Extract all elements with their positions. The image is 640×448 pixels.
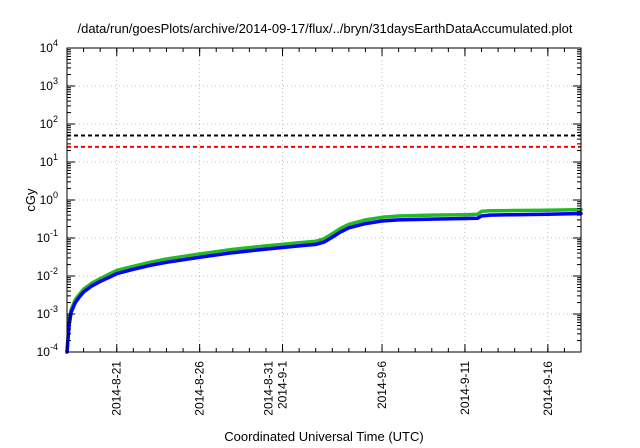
x-tick-label: 2014-9-11 — [458, 361, 472, 415]
x-axis-label: Coordinated Universal Time (UTC) — [224, 429, 423, 444]
x-tick-label: 2014-9-1 — [276, 361, 290, 409]
y-tick-base: 10 — [37, 231, 51, 245]
y-tick-exponent: -2 — [50, 266, 58, 276]
y-tick-base: 10 — [40, 117, 54, 131]
y-tick-base: 10 — [37, 307, 51, 321]
y-tick-exponent: 3 — [53, 76, 58, 86]
x-tick-label: 2014-8-26 — [193, 361, 207, 416]
x-axis-ticks: 2014-8-21 2014-8-26 2014-8-31 2014-9-1 2014-… — [83, 48, 565, 416]
y-tick-exponent: -4 — [50, 342, 58, 352]
y-tick-base: 10 — [40, 193, 54, 207]
y-tick-label: 103 — [40, 76, 58, 93]
y-axis-label: cGy — [23, 188, 38, 212]
y-tick-base: 10 — [40, 41, 54, 55]
y-tick-base: 10 — [37, 345, 51, 359]
y-tick-label: 10-2 — [37, 266, 58, 283]
x-tick-label: 2014-9-16 — [541, 361, 555, 416]
y-tick-label: 102 — [40, 114, 58, 131]
y-tick-base: 10 — [37, 269, 51, 283]
y-tick-exponent: 1 — [53, 152, 58, 162]
x-tick-label: 2014-8-31 — [262, 361, 276, 416]
x-tick-label: 2014-9-6 — [375, 361, 389, 409]
series-lines — [65, 207, 583, 354]
y-tick-label: 10-1 — [37, 228, 58, 245]
y-tick-exponent: 0 — [53, 190, 58, 200]
y-tick-label: 10-3 — [37, 304, 58, 321]
y-tick-exponent: -3 — [50, 304, 58, 314]
y-tick-exponent: 2 — [53, 114, 58, 124]
chart-title: /data/run/goesPlots/archive/2014-09-17/f… — [77, 21, 572, 36]
series-line — [65, 211, 583, 354]
y-tick-label: 101 — [40, 152, 58, 169]
y-tick-label: 100 — [40, 190, 58, 207]
series-line — [65, 207, 583, 354]
y-tick-base: 10 — [40, 79, 54, 93]
y-tick-base: 10 — [40, 155, 54, 169]
y-tick-label: 10-4 — [37, 342, 58, 359]
reference-lines — [67, 134, 581, 148]
y-tick-exponent: 4 — [53, 38, 58, 48]
x-tick-label: 2014-8-21 — [110, 361, 124, 416]
grid — [67, 48, 581, 352]
y-tick-exponent: -1 — [50, 228, 58, 238]
y-tick-label: 104 — [40, 38, 58, 55]
